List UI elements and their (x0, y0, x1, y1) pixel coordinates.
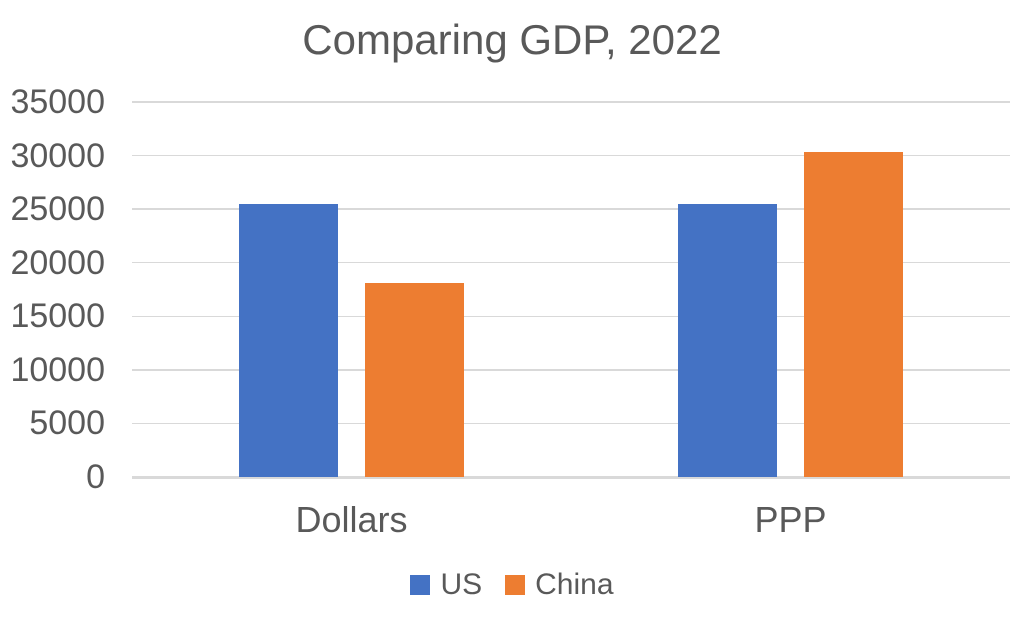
x-axis-category-label-dollars: Dollars (295, 499, 408, 540)
gridline (132, 154, 1010, 157)
legend-swatch-us (410, 575, 431, 595)
gridline (132, 369, 1010, 371)
bar-us-dollars (239, 204, 338, 477)
legend-item-us: US (410, 570, 482, 600)
y-axis-tick-label: 20000 (10, 243, 105, 282)
legend-swatch-china (505, 575, 526, 595)
gridline (132, 422, 1010, 425)
gridline (132, 101, 1010, 103)
bar-china-ppp (804, 152, 903, 477)
legend-label: China (535, 568, 614, 601)
bar-china-dollars (365, 283, 464, 477)
chart-title: Comparing GDP, 2022 (302, 16, 722, 63)
y-axis-tick-label: 0 (86, 458, 105, 496)
y-axis-tick-label: 25000 (10, 190, 105, 229)
y-axis-tick-label: 10000 (10, 350, 105, 389)
legend-item-china: China (505, 568, 614, 601)
gridline (132, 315, 1010, 318)
y-axis-tick-label: 15000 (10, 297, 105, 336)
gridline (132, 208, 1010, 210)
x-axis-line (132, 477, 1010, 479)
legend: US China (0, 570, 1024, 600)
x-axis-category-label-ppp: PPP (754, 499, 827, 540)
bar-us-ppp (678, 204, 777, 477)
gridline (132, 261, 1010, 264)
y-axis-tick-label: 30000 (10, 136, 105, 175)
y-axis-tick-label: 35000 (10, 83, 105, 121)
y-axis-tick-label: 5000 (29, 404, 105, 443)
legend-label: US (440, 568, 483, 601)
